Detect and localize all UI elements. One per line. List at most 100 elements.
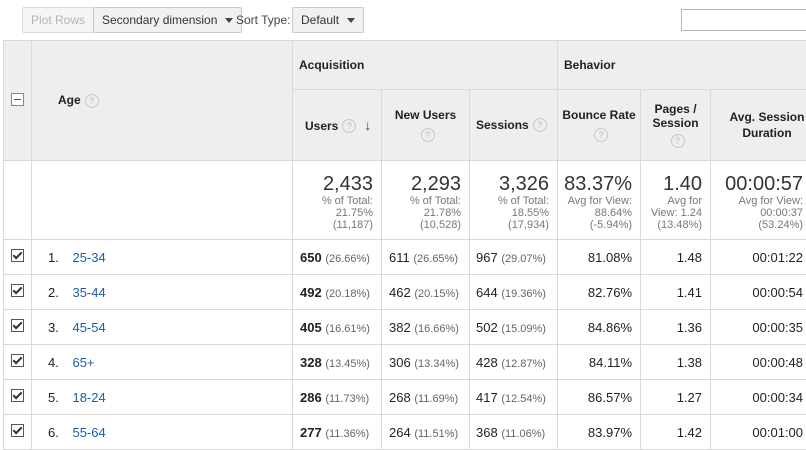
users-value: 286 [300,390,322,405]
help-icon[interactable]: ? [671,134,685,148]
help-icon[interactable]: ? [85,94,99,108]
new-users-cell: 306 (13.34%) [382,345,470,380]
pages-session-header-label: Pages / Session [653,102,699,130]
sessions-column-header[interactable]: Sessions? [470,90,558,161]
secondary-dimension-dropdown[interactable]: Secondary dimension [93,7,242,33]
users-percent: (11.36%) [325,428,369,440]
plot-rows-button[interactable]: Plot Rows [22,7,94,33]
age-link[interactable]: 65+ [72,355,94,370]
users-total-cell: 2,433 % of Total: 21.75% (11,187) [293,161,382,240]
pages-session-column-header[interactable]: Pages / Session? [641,90,711,161]
avg-session-duration-cell: 00:01:22 [711,240,806,275]
deselect-all-checkbox[interactable] [11,93,24,106]
new-users-total-cell: 2,293 % of Total: 21.78% (10,528) [382,161,470,240]
new-users-percent: (20.15%) [414,288,459,300]
checkmark-icon [13,285,23,295]
age-column-header[interactable]: Age? [32,41,293,161]
users-cell: 277 (11.36%) [293,415,382,450]
help-icon[interactable]: ? [533,118,547,132]
users-cell: 328 (13.45%) [293,345,382,380]
users-value: 277 [300,425,322,440]
sessions-total-cell: 3,326 % of Total: 18.55% (17,934) [470,161,558,240]
table-search-input[interactable] [681,9,806,31]
users-header-label: Users [305,119,338,133]
row-checkbox[interactable] [11,319,24,332]
secondary-dimension-label: Secondary dimension [102,13,217,27]
row-index: 5. [48,390,59,405]
sessions-value: 417 [476,390,498,405]
duration-value: 00:00:34 [718,390,803,405]
avg-session-duration-column-header[interactable]: Avg. Session Duration? [711,90,806,161]
help-icon[interactable]: ? [421,128,435,142]
bounce-rate-cell: 84.86% [558,310,641,345]
age-link[interactable]: 25-34 [72,250,105,265]
row-checkbox[interactable] [11,389,24,402]
new-users-value: 264 [389,425,411,440]
pages-session-cell: 1.38 [641,345,711,380]
users-value: 650 [300,250,322,265]
bounce-rate-column-header[interactable]: Bounce Rate? [558,90,641,161]
report-table: Age? Acquisition Behavior Users?↓ New Us… [3,40,806,450]
duration-value: 00:01:22 [718,250,803,265]
sort-type-dropdown[interactable]: Default [292,7,364,33]
age-link[interactable]: 55-64 [72,425,105,440]
row-checkbox[interactable] [11,424,24,437]
row-index: 2. [48,285,59,300]
help-icon[interactable]: ? [342,119,356,133]
sessions-cell: 644 (19.36%) [470,275,558,310]
new-users-percent: (11.69%) [414,393,458,405]
age-cell: 1. 25-34 [32,240,293,275]
users-value: 328 [300,355,322,370]
bounce-rate-header-label: Bounce Rate [562,108,635,122]
new-users-value: 382 [389,320,411,335]
new-users-value: 306 [389,355,411,370]
sessions-cell: 417 (12.54%) [470,380,558,415]
row-index: 4. [48,355,59,370]
age-cell: 3. 45-54 [32,310,293,345]
row-select-cell [4,415,32,450]
age-link[interactable]: 18-24 [72,390,105,405]
row-index: 6. [48,425,59,440]
row-checkbox[interactable] [11,284,24,297]
users-column-header[interactable]: Users?↓ [293,90,382,161]
row-checkbox[interactable] [11,354,24,367]
help-icon[interactable]: ? [594,128,608,142]
new-users-value: 611 [389,250,410,265]
users-percent: (13.45%) [325,358,370,370]
age-header-label: Age [58,93,81,107]
new-users-header-label: New Users [395,108,456,122]
bounce-rate-cell: 82.76% [558,275,641,310]
sessions-value: 644 [476,285,498,300]
row-checkbox[interactable] [11,249,24,262]
users-cell: 492 (20.18%) [293,275,382,310]
new-users-percent: (13.34%) [414,358,459,370]
table-row: 2. 35-44 492 (20.18%)462 (20.15%)644 (19.… [4,275,806,310]
row-select-cell [4,275,32,310]
sort-type-value: Default [301,13,339,27]
sessions-header-label: Sessions [476,118,529,132]
checkmark-icon [13,355,23,365]
duration-value: 00:00:35 [718,320,803,335]
new-users-cell: 462 (20.15%) [382,275,470,310]
totals-row: 2,433 % of Total: 21.75% (11,187) 2,293 … [4,161,806,240]
duration-value: 00:00:48 [718,355,803,370]
sessions-percent: (12.54%) [501,393,546,405]
avg-session-duration-total-cell: 00:00:57 Avg for View: 00:00:37 (53.24%) [711,161,806,240]
avg-session-duration-header-label: Avg. Session Duration [727,109,806,141]
new-users-column-header[interactable]: New Users? [382,90,470,161]
row-select-cell [4,310,32,345]
sessions-value: 368 [476,425,498,440]
new-users-percent: (16.66%) [414,323,459,335]
new-users-cell: 268 (11.69%) [382,380,470,415]
sessions-percent: (11.06%) [501,428,545,440]
pages-session-cell: 1.42 [641,415,711,450]
age-link[interactable]: 45-54 [72,320,105,335]
checkmark-icon [13,320,23,330]
age-cell: 5. 18-24 [32,380,293,415]
behavior-group-header: Behavior [558,41,806,90]
acquisition-group-header: Acquisition [293,41,558,90]
age-link[interactable]: 35-44 [72,285,105,300]
bounce-rate-total-cell: 83.37% Avg for View: 88.64% (-5.94%) [558,161,641,240]
